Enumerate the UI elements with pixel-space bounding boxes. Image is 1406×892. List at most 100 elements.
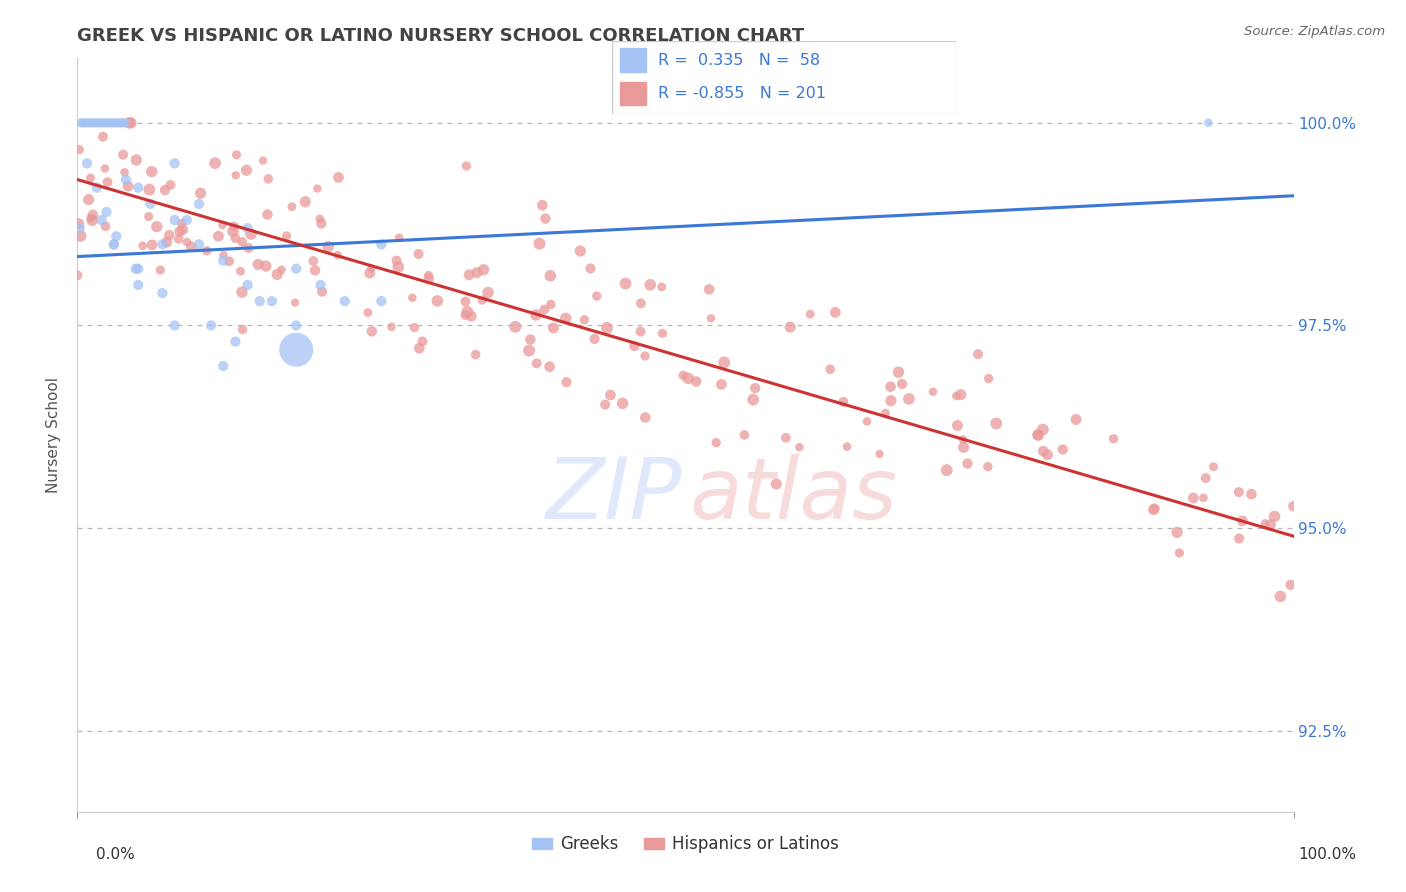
Point [977,459,1000,474]
Point [1142,502,1164,516]
Point [824,305,846,319]
Point [125,153,148,167]
Point [799,307,821,321]
Point [316,239,339,253]
Point [1102,432,1125,446]
Y-axis label: Nursery School: Nursery School [46,376,62,493]
Point [260,294,283,309]
Point [832,395,855,409]
Point [454,294,477,309]
Point [1143,501,1166,516]
Point [152,285,174,300]
Point [370,294,392,309]
Point [471,293,494,307]
Point [256,208,278,222]
Point [69,221,91,235]
Point [188,237,211,252]
Point [145,219,167,234]
Point [1168,546,1191,560]
Point [472,262,495,277]
Point [127,261,149,276]
Point [612,396,634,410]
Point [105,229,128,244]
Point [311,285,333,299]
Point [212,248,235,262]
Point [333,294,356,309]
Point [540,297,562,311]
Point [744,381,766,395]
Point [285,261,308,276]
Point [91,116,114,130]
Point [247,257,270,271]
Point [104,116,127,130]
Point [112,147,135,161]
Point [952,440,974,454]
Point [236,221,259,235]
Point [69,229,91,244]
Point [517,343,540,358]
Text: atlas: atlas [689,454,897,537]
Point [163,156,186,170]
Point [79,211,101,226]
Point [1032,423,1054,437]
Point [326,248,349,262]
Point [236,277,259,292]
Point [554,311,576,326]
Point [1032,444,1054,458]
Point [77,193,100,207]
Point [225,169,247,183]
Point [880,393,903,408]
Point [224,231,246,245]
Point [152,237,174,252]
Point [98,116,121,130]
Point [82,116,104,130]
Point [75,116,97,130]
Point [574,313,596,327]
Point [285,343,308,357]
Point [672,368,695,383]
Point [285,318,308,333]
Point [585,289,607,303]
Point [218,254,240,268]
Point [387,260,409,274]
Point [614,277,637,291]
Point [76,156,98,170]
Point [634,410,657,425]
Point [456,159,478,173]
Point [222,224,245,238]
Point [555,375,578,389]
Point [257,172,280,186]
Point [1282,500,1305,514]
Point [529,236,551,251]
Point [1036,448,1059,462]
Point [1182,491,1205,505]
Point [308,211,330,226]
Point [1197,116,1219,130]
Point [418,268,440,283]
Point [91,129,114,144]
Point [72,116,94,130]
Point [125,261,148,276]
Point [380,319,402,334]
Point [569,244,592,258]
Point [149,263,172,277]
Point [385,253,408,268]
Point [79,171,101,186]
Point [623,339,645,353]
Point [249,294,271,309]
Point [454,308,477,322]
Point [276,228,298,243]
Point [543,321,565,335]
Text: R =  0.335   N =  58: R = 0.335 N = 58 [658,53,820,68]
Point [460,309,482,323]
Point [270,262,292,277]
Point [456,304,478,318]
Point [967,347,990,361]
Text: 0.0%: 0.0% [96,847,135,862]
Point [897,392,920,406]
Point [304,263,326,277]
Point [131,238,153,252]
Point [1202,459,1225,474]
Point [891,376,914,391]
Point [408,247,430,261]
